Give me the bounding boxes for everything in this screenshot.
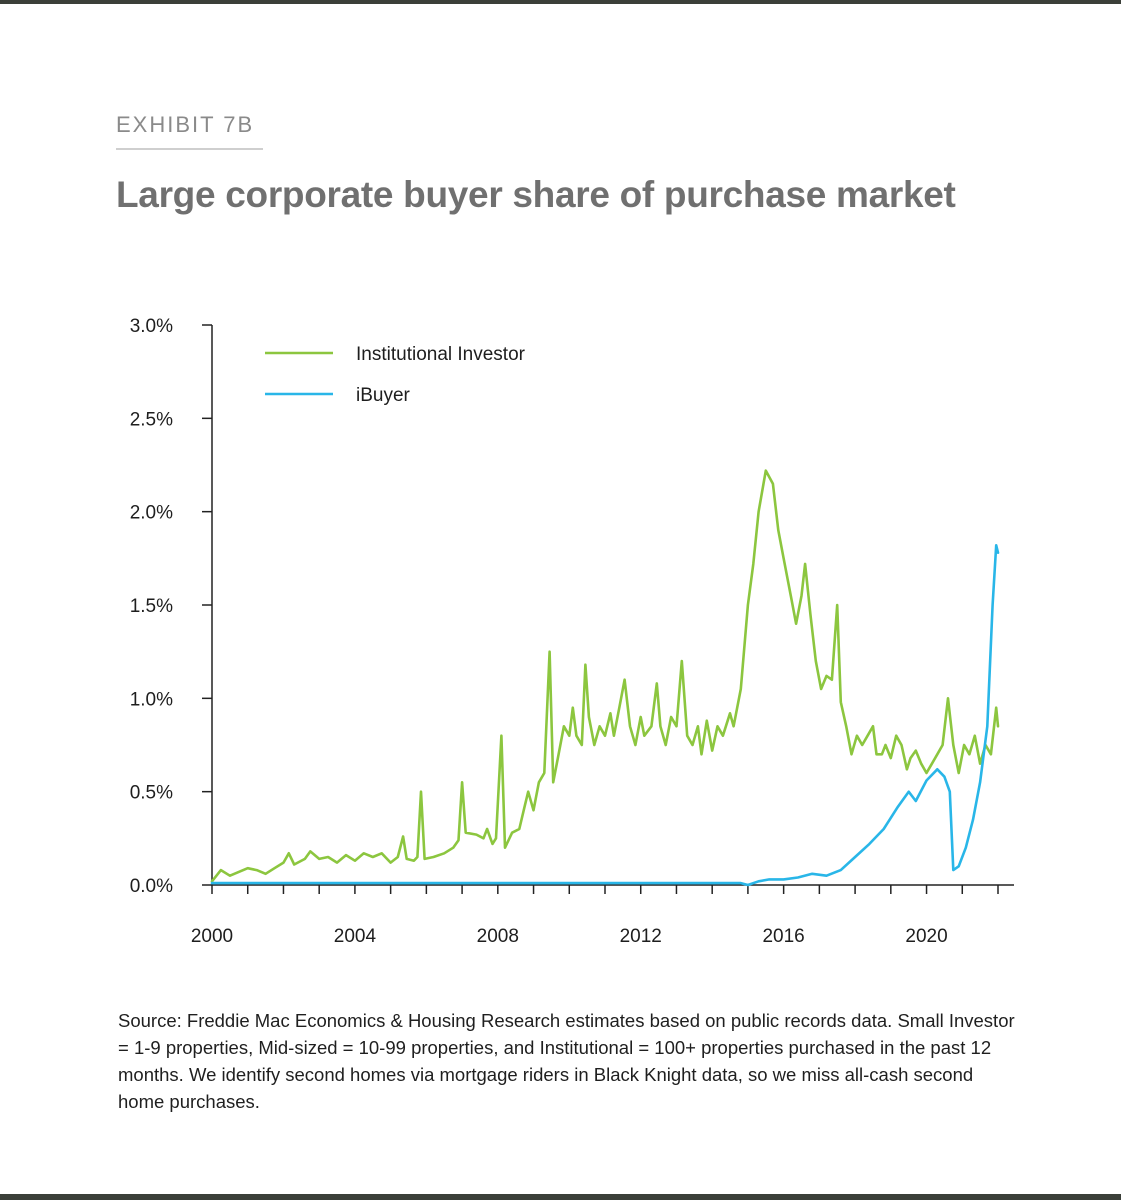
y-tick-label: 0.0% [130,876,173,897]
legend-label-ibuyer: iBuyer [356,385,411,406]
legend-label-institutional-investor: Institutional Investor [356,344,526,365]
y-tick-label: 1.5% [130,596,173,617]
y-tick-label: 2.5% [130,409,173,430]
series-line-institutional-investor [210,469,1000,883]
chart-title: Large corporate buyer share of purchase … [116,174,956,215]
x-tick-label: 2012 [620,926,662,947]
exhibit-label: EXHIBIT 7B [116,112,255,137]
y-tick-label: 2.0% [130,503,173,524]
x-tick-label: 2020 [905,926,947,947]
exhibit-card: EXHIBIT 7B Large corporate buyer share o… [0,4,1121,1194]
x-tick-label: 2000 [191,926,233,947]
source-note: Source: Freddie Mac Economics & Housing … [118,1010,1015,1112]
y-tick-label: 3.0% [130,316,173,337]
x-tick-label: 2008 [477,926,519,947]
y-tick-label: 1.0% [130,689,173,710]
exhibit-underline [116,148,263,150]
y-tick-label: 0.5% [130,783,173,804]
series-line-ibuyer [210,544,1000,887]
x-tick-label: 2016 [762,926,804,947]
x-tick-label: 2004 [334,926,377,947]
